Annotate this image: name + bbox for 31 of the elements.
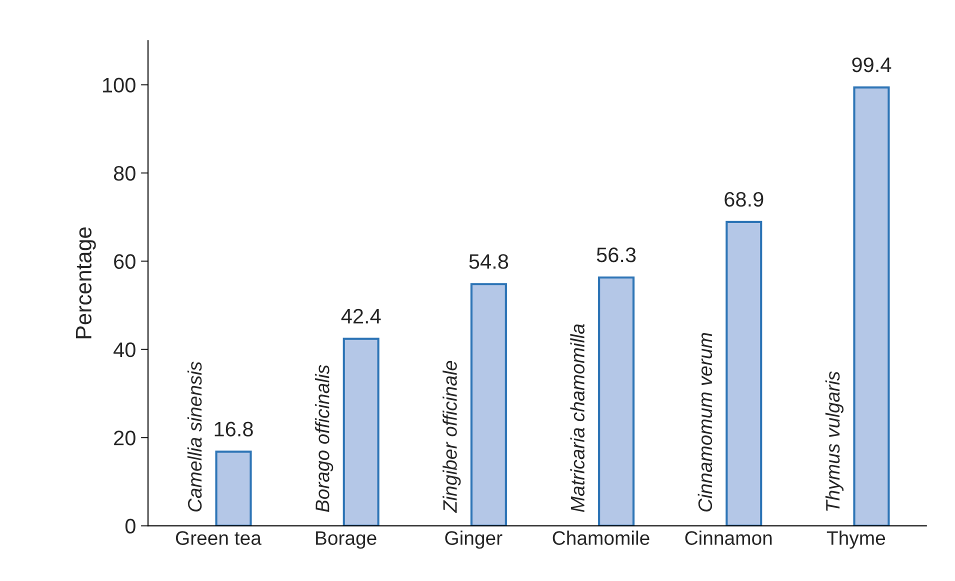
data-label: 68.9 (724, 192, 764, 207)
data-label: 56.3 (596, 248, 636, 262)
y-axis-title: Percentage (76, 227, 96, 338)
y-tick-label: 100 (103, 78, 136, 93)
x-tick-label: Cinnamon (685, 530, 772, 545)
data-label: 99.4 (852, 57, 892, 72)
annotation: Zingiber officinale (442, 360, 461, 513)
bar (853, 86, 890, 526)
y-tick-label: 60 (114, 254, 136, 269)
y-tick-label: 0 (125, 518, 136, 534)
bar (215, 450, 252, 526)
x-tick-label: Thyme (826, 530, 886, 549)
x-tick-label: Green tea (176, 531, 262, 545)
data-label: 42.4 (341, 308, 381, 324)
bar (598, 276, 635, 526)
y-tick-label: 80 (114, 166, 136, 181)
bar (726, 220, 762, 526)
y-tick-label: 20 (114, 430, 136, 446)
x-tick-label: Borage (316, 531, 376, 549)
annotation: Camellia sinensis (187, 362, 202, 512)
x-tick-label: Chamomile (552, 530, 650, 545)
annotation: Thymus vulgaris (825, 371, 844, 511)
data-label: 54.8 (469, 254, 508, 269)
x-tick-label: Ginger (445, 530, 502, 549)
annotation: Matricaria chamomilla (570, 324, 585, 512)
data-label: 16.8 (214, 422, 253, 436)
annotation: Borago officinalis (315, 364, 334, 512)
bar (470, 283, 507, 526)
annotation: Cinnamomum verum (698, 333, 712, 512)
bar (342, 338, 380, 526)
y-tick-label: 40 (114, 342, 136, 358)
